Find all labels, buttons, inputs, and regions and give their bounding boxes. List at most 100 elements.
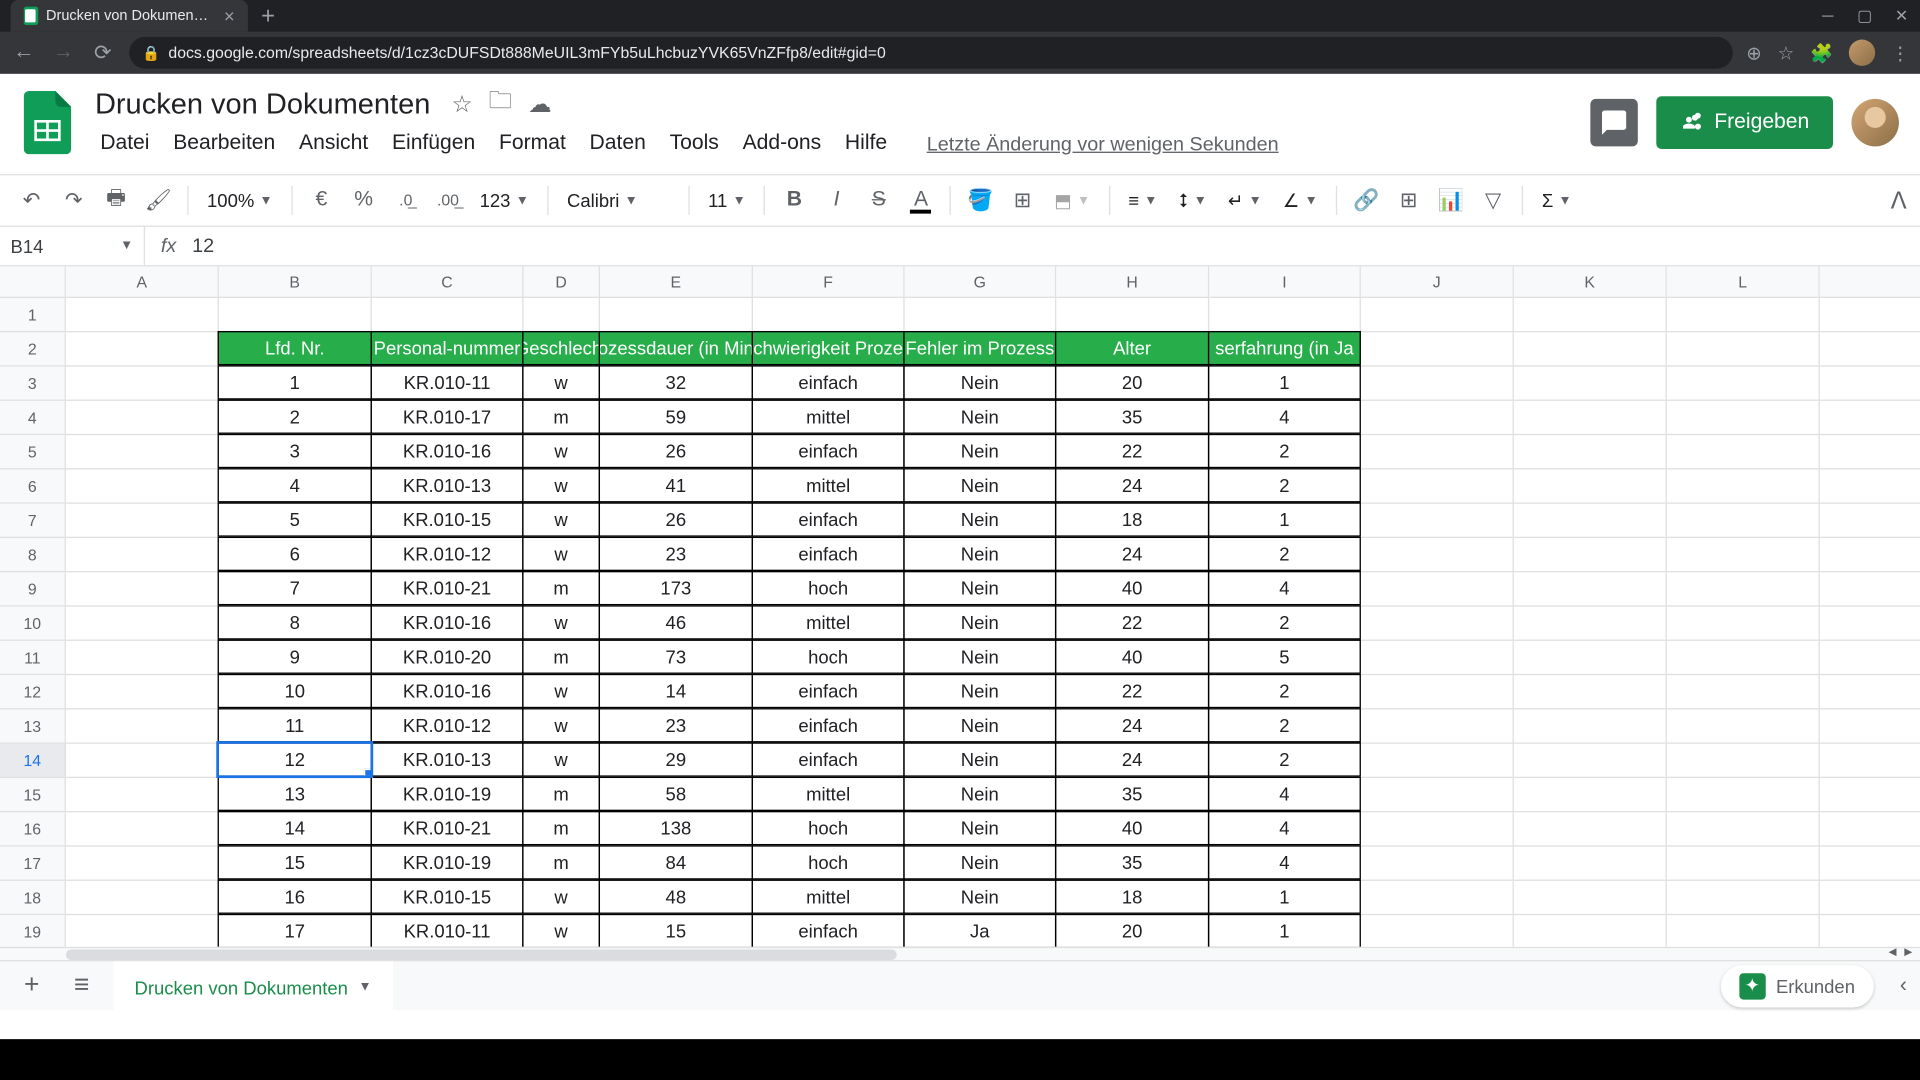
cell[interactable] <box>1820 675 1920 709</box>
cell[interactable]: 24 <box>1055 468 1209 502</box>
cell[interactable]: w <box>522 605 600 639</box>
cell[interactable] <box>1667 504 1820 538</box>
merge-button[interactable]: ⬒▼ <box>1046 189 1098 211</box>
cell[interactable]: 1 <box>1208 502 1361 536</box>
v-align-button[interactable]: ⭥▼ <box>1171 189 1215 211</box>
cell[interactable]: 22 <box>1055 605 1209 639</box>
column-header[interactable]: C <box>372 266 524 298</box>
column-header[interactable]: L <box>1667 266 1820 298</box>
print-button[interactable]: 🖶 <box>98 182 135 219</box>
menu-view[interactable]: Ansicht <box>288 127 378 161</box>
all-sheets-button[interactable]: ≡ <box>63 971 100 1001</box>
cell[interactable] <box>66 709 219 743</box>
cell[interactable]: 4 <box>218 468 372 502</box>
cell[interactable] <box>1514 367 1667 401</box>
column-header[interactable]: A <box>66 266 219 298</box>
address-bar[interactable]: 🔒 docs.google.com/spreadsheets/d/1cz3cDU… <box>129 37 1733 69</box>
cell[interactable] <box>66 607 219 641</box>
cell[interactable] <box>1514 881 1667 915</box>
cell[interactable]: 41 <box>599 468 753 502</box>
cell[interactable]: KR.010-11 <box>371 365 524 399</box>
cell[interactable]: Alter <box>1055 331 1209 365</box>
increase-decimal-button[interactable]: .00̲ <box>430 182 467 219</box>
cell[interactable]: 24 <box>1055 708 1209 742</box>
cell[interactable]: 3 <box>218 434 372 468</box>
cloud-status-icon[interactable]: ☁ <box>528 90 552 118</box>
horizontal-scrollbar[interactable]: ◄► <box>0 947 1920 960</box>
cell[interactable] <box>1514 778 1667 812</box>
cell[interactable] <box>66 538 219 572</box>
row-header[interactable]: 3 <box>0 367 66 401</box>
cell[interactable]: Nein <box>903 640 1056 674</box>
row-header[interactable]: 19 <box>0 915 66 947</box>
cell[interactable]: Personal-nummer <box>371 331 524 365</box>
share-button[interactable]: Freigeben <box>1656 96 1833 149</box>
column-header[interactable]: I <box>1209 266 1361 298</box>
cell[interactable] <box>66 435 219 469</box>
cell[interactable]: 2 <box>1208 537 1361 571</box>
cell[interactable] <box>1667 812 1820 846</box>
cell[interactable]: KR.010-12 <box>371 708 524 742</box>
cell[interactable] <box>1820 401 1920 435</box>
cell[interactable]: 59 <box>599 400 753 434</box>
comments-button[interactable] <box>1590 99 1637 146</box>
back-button[interactable]: ← <box>11 41 37 65</box>
cell[interactable]: 5 <box>1208 640 1361 674</box>
cell[interactable]: 40 <box>1055 571 1209 605</box>
cell[interactable] <box>1361 504 1514 538</box>
cell[interactable]: w <box>522 674 600 708</box>
cell[interactable] <box>1209 298 1361 332</box>
h-align-button[interactable]: ≡▼ <box>1120 190 1165 211</box>
menu-data[interactable]: Daten <box>579 127 656 161</box>
cell[interactable] <box>66 401 219 435</box>
cell[interactable]: 24 <box>1055 537 1209 571</box>
cell[interactable]: serfahrung (in Ja <box>1208 331 1361 365</box>
cell[interactable]: 22 <box>1055 434 1209 468</box>
cell[interactable]: Nein <box>903 468 1056 502</box>
cell[interactable]: KR.010-16 <box>371 434 524 468</box>
cell[interactable]: einfach <box>752 742 905 776</box>
move-icon[interactable]: 🗀 <box>489 84 513 124</box>
cell[interactable] <box>1667 401 1820 435</box>
row-header[interactable]: 5 <box>0 435 66 469</box>
cell[interactable]: Nein <box>903 605 1056 639</box>
cell[interactable]: 15 <box>599 914 753 947</box>
cell[interactable] <box>66 504 219 538</box>
cell[interactable]: 22 <box>1055 674 1209 708</box>
cell[interactable]: 29 <box>599 742 753 776</box>
column-header[interactable]: D <box>524 266 600 298</box>
cell[interactable]: 2 <box>1208 674 1361 708</box>
cell[interactable]: 14 <box>218 811 372 845</box>
cell[interactable]: einfach <box>752 434 905 468</box>
column-header[interactable]: F <box>753 266 905 298</box>
cell[interactable]: 11 <box>218 708 372 742</box>
cell[interactable]: w <box>522 365 600 399</box>
cell[interactable] <box>1820 915 1920 947</box>
cell[interactable] <box>1361 744 1514 778</box>
cell[interactable] <box>1667 847 1820 881</box>
row-header[interactable]: 11 <box>0 641 66 675</box>
cell[interactable] <box>1667 538 1820 572</box>
font-select[interactable]: Calibri▼ <box>559 190 678 211</box>
cell[interactable] <box>1667 675 1820 709</box>
cell[interactable]: 23 <box>599 708 753 742</box>
cell[interactable]: Nein <box>903 537 1056 571</box>
cell[interactable] <box>66 675 219 709</box>
account-avatar[interactable] <box>1851 99 1898 146</box>
cell[interactable] <box>1667 881 1820 915</box>
profile-avatar-small[interactable] <box>1849 40 1875 66</box>
cell[interactable]: einfach <box>752 502 905 536</box>
last-edit-link[interactable]: Letzte Änderung vor wenigen Sekunden <box>927 133 1279 155</box>
menu-insert[interactable]: Einfügen <box>381 127 485 161</box>
cell[interactable] <box>1514 401 1667 435</box>
cell[interactable] <box>1361 675 1514 709</box>
cell[interactable]: 48 <box>599 880 753 914</box>
cell[interactable] <box>1361 641 1514 675</box>
functions-button[interactable]: Σ▼ <box>1534 190 1580 211</box>
cell[interactable] <box>66 778 219 812</box>
cell[interactable]: mittel <box>752 777 905 811</box>
cell[interactable]: 32 <box>599 365 753 399</box>
cell[interactable]: 35 <box>1055 400 1209 434</box>
cell[interactable] <box>1514 812 1667 846</box>
cell[interactable] <box>1820 778 1920 812</box>
